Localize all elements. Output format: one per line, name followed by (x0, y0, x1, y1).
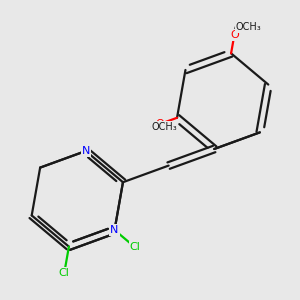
Text: O: O (230, 30, 239, 40)
Text: N: N (110, 225, 119, 235)
Text: Cl: Cl (59, 268, 70, 278)
Text: O: O (155, 119, 164, 129)
Text: Cl: Cl (130, 242, 140, 252)
Text: OCH₃: OCH₃ (152, 122, 178, 132)
Text: OCH₃: OCH₃ (236, 22, 262, 32)
Text: N: N (82, 146, 90, 156)
